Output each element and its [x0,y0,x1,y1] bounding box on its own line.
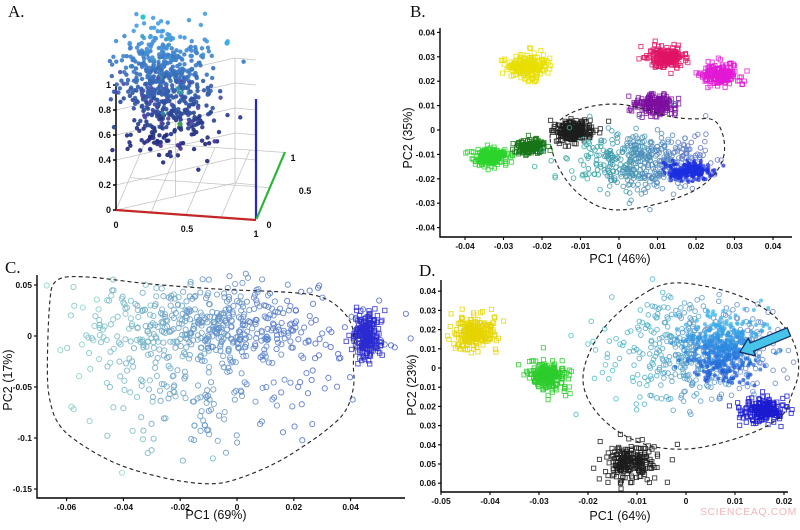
panel-c-label: C. [5,258,21,277]
panel-d-xaxis-label: PC1 (64%) [589,509,651,523]
panel-d-yaxis-label: PC2 (23%) [405,354,419,416]
panel-c-xaxis-label: PC1 (69%) [185,508,247,522]
panel-b-yaxis-label: PC2 (35%) [401,107,415,169]
watermark-text: SCIENCEAQ.COM [699,506,797,518]
panel-a-3d-plot [0,0,400,255]
panel-b-plot [400,0,800,272]
panel-c-yaxis-label: PC2 (17%) [1,349,15,411]
panel-d-plot [420,255,800,530]
panel-c-plot [0,255,420,530]
panel-b-label: B. [410,2,426,21]
panel-b-xaxis-label: PC1 (46%) [589,252,651,266]
panel-a-label: A. [8,2,25,21]
panel-d-label: D. [419,261,436,280]
